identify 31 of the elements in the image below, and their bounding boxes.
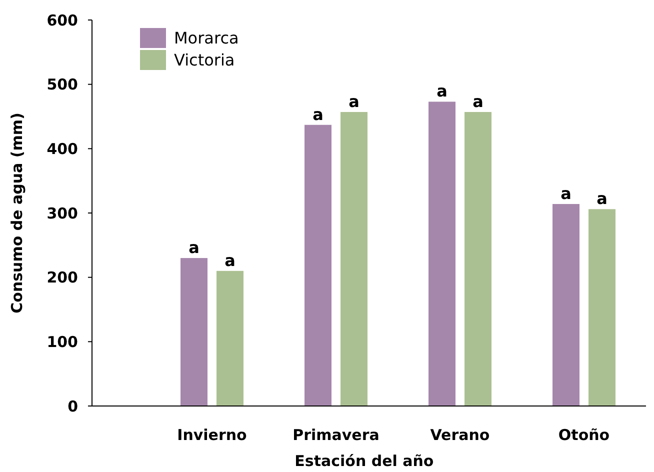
y-tick-label: 0 [68,397,78,416]
x-tick-label: Primavera [292,426,380,444]
bar [552,204,580,406]
legend-label: Morarca [174,28,239,48]
annotation: a [596,189,608,208]
x-tick-label: Invierno [177,426,247,444]
annotation: a [472,92,484,111]
y-tick-label: 200 [46,268,78,287]
y-tick-label: 100 [46,332,78,351]
bar [180,258,208,406]
y-tick-label: 400 [46,140,78,158]
bar [588,209,616,406]
x-axis-title: Estación del año [294,452,434,470]
bar [304,124,332,406]
annotation: a [188,238,200,258]
y-axis-title: Consumo de agua (mm) [8,112,26,314]
y-tick-label: 300 [46,204,78,222]
bar [340,112,368,406]
x-tick-label: Verano [430,426,490,444]
annotation: a [312,104,324,124]
y-tick-label: 600 [46,11,78,30]
annotation: a [224,250,236,270]
annotation: a [436,82,448,101]
annotation: a [348,92,360,111]
bar [464,112,492,406]
annotation: a [560,184,572,203]
bar [428,102,456,406]
y-tick-label: 500 [46,76,78,94]
bar [216,270,244,406]
legend-label: Victoria [174,50,235,70]
x-tick-label: Otoño [558,426,610,444]
